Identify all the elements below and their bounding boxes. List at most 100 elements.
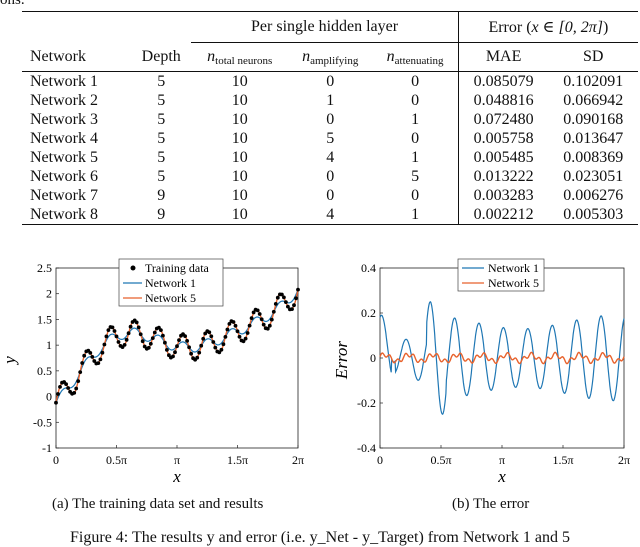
training-point <box>112 329 117 333</box>
training-point <box>296 287 300 292</box>
cell-depth: 5 <box>157 130 166 147</box>
training-point <box>58 385 62 389</box>
legend-b-network1-label: Network 1 <box>488 261 539 275</box>
cell-depth: 9 <box>157 206 166 223</box>
caption-a: (a) The training data set and results <box>52 496 264 512</box>
legend-network5-label: Network 5 <box>145 291 196 305</box>
cell-mae: 0.072480 <box>457 110 549 129</box>
training-point <box>56 392 60 396</box>
cell-depth: 5 <box>157 111 166 128</box>
table-row: Network 8 9 10 4 1 0.002212 0.005303 <box>22 205 638 225</box>
training-point <box>257 312 262 316</box>
cell-total: 10 <box>231 168 248 185</box>
training-point <box>90 355 95 359</box>
cell-network: Network 7 <box>30 187 98 204</box>
plot-b-y-ticks: -0.4 -0.2 0 0.2 0.4 <box>357 261 383 455</box>
training-point <box>134 320 139 325</box>
cell-amplifying: 0 <box>326 168 335 185</box>
training-point <box>213 345 218 350</box>
training-point <box>98 357 103 362</box>
plot-a-ytick-label: 1 <box>46 338 52 352</box>
plot-b-network5-line <box>379 351 625 365</box>
cell-network: Network 8 <box>30 206 98 223</box>
training-point <box>74 386 79 391</box>
training-point <box>171 354 175 359</box>
plot-b-xtick-label: 0 <box>377 453 383 467</box>
plot-b-network1-line <box>379 301 625 415</box>
training-point <box>233 323 238 328</box>
plot-a-xlabel: x <box>172 467 181 486</box>
training-point <box>195 355 200 360</box>
table-row: Network 6 5 10 0 5 0.013222 0.023051 <box>22 167 638 186</box>
plot-a-xtick-label: π <box>174 453 180 467</box>
training-point <box>199 343 204 348</box>
plot-a-xtick-label: 1.5π <box>227 453 248 467</box>
training-point <box>282 295 286 300</box>
training-point <box>146 345 151 350</box>
cell-amplifying: 0 <box>326 111 335 128</box>
training-point <box>197 350 202 355</box>
training-point <box>227 322 232 326</box>
training-point <box>78 370 83 374</box>
plot-a-y-ticks: -1 -0.5 0 0.5 1 1.5 2 2.5 <box>33 261 59 455</box>
cell-attenuating: 1 <box>411 206 420 223</box>
cell-mae: 0.003283 <box>457 186 549 205</box>
training-point <box>106 328 111 332</box>
training-point <box>255 308 260 313</box>
training-point <box>259 317 264 322</box>
plot-b-xtick-label: 2π <box>618 453 630 467</box>
plot-b-ytick-label: 0 <box>370 351 376 365</box>
training-point <box>211 340 216 344</box>
cell-sd: 0.090168 <box>563 111 624 128</box>
cell-total: 10 <box>231 206 248 223</box>
training-point <box>217 350 222 355</box>
plot-a-xtick-label: 0.5π <box>106 453 127 467</box>
cell-amplifying: 0 <box>326 187 335 204</box>
training-point <box>280 292 284 297</box>
training-point <box>261 322 266 327</box>
training-point <box>249 316 254 320</box>
cell-total: 10 <box>231 111 248 128</box>
plot-a-ytick-label: 1.5 <box>37 312 52 326</box>
training-point <box>265 326 270 331</box>
plot-b-ytick-label: -0.2 <box>357 396 376 410</box>
plot-a-ytick-label: 0 <box>46 390 52 404</box>
plot-b-legend: Network 1 Network 5 <box>457 258 545 292</box>
cell-attenuating: 1 <box>411 111 420 128</box>
error-group-header: Error (x ∈ [0, 2π]) <box>457 11 638 43</box>
mae-col-header: MAE <box>457 42 549 72</box>
training-point <box>243 336 248 341</box>
plot-b-ylabel: Error <box>332 341 351 380</box>
cell-total: 10 <box>231 130 248 147</box>
training-point <box>152 330 157 335</box>
cell-amplifying: 1 <box>326 92 335 109</box>
training-point <box>150 336 155 340</box>
training-point <box>273 302 278 306</box>
training-point <box>185 339 190 343</box>
cell-amplifying: 0 <box>326 73 335 90</box>
training-point <box>241 339 246 344</box>
cell-network: Network 2 <box>30 92 98 109</box>
cell-sd: 0.066942 <box>563 92 624 109</box>
training-point <box>110 325 115 330</box>
training-point <box>102 342 107 347</box>
cell-attenuating: 5 <box>411 168 420 185</box>
plot-a-training-markers <box>54 287 300 405</box>
cell-network: Network 1 <box>30 73 98 90</box>
plot-a-ytick-label: 0.5 <box>37 364 52 378</box>
training-point <box>66 386 70 390</box>
cell-sd: 0.006276 <box>563 187 624 204</box>
training-point <box>290 307 294 311</box>
cell-depth: 5 <box>157 168 166 185</box>
training-point <box>225 327 230 332</box>
cell-sd: 0.005303 <box>563 206 624 223</box>
cell-total: 10 <box>231 73 248 90</box>
plot-a-legend: Training data Network 1 Network 5 <box>118 258 224 307</box>
cell-attenuating: 1 <box>411 149 420 166</box>
network-col-header: Network <box>30 47 86 65</box>
training-point <box>247 323 252 328</box>
training-point <box>177 338 181 342</box>
plot-a-ytick-label: -0.5 <box>33 415 52 429</box>
